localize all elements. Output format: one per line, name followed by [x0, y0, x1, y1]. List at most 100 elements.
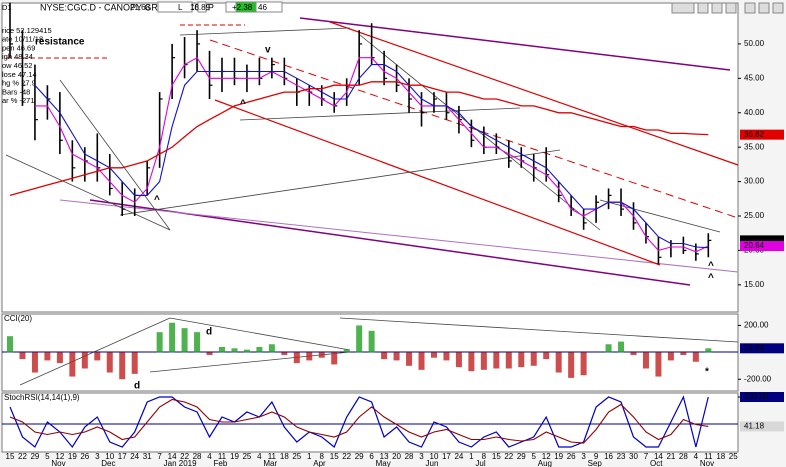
- x-tick-label: 29: [355, 452, 364, 461]
- x-tick-label: 3: [581, 452, 586, 461]
- cci-bar: [181, 328, 188, 353]
- header-text: 18.89: [190, 3, 211, 12]
- y-tick-label: 30.00: [744, 177, 765, 186]
- cci-bar: [418, 352, 425, 370]
- x-tick-label: 6: [369, 452, 374, 461]
- cci-bar: [580, 352, 587, 376]
- info-text: pen 46.69: [2, 43, 35, 52]
- value-label: 36.82: [744, 130, 765, 139]
- x-tick-label: 25: [242, 452, 251, 461]
- month-label: Aug: [538, 459, 552, 467]
- month-label: Dec: [101, 459, 115, 467]
- x-tick-label: 1: [469, 452, 474, 461]
- month-label: Oct: [650, 459, 663, 467]
- header-text: +2.38: [232, 3, 253, 12]
- y-tick-label: 50.00: [744, 39, 765, 48]
- x-tick-label: 15: [330, 452, 339, 461]
- cci-bar: [692, 352, 699, 362]
- cci-bar: [605, 344, 612, 353]
- cci-bar: [655, 352, 662, 377]
- series-line: [9, 81, 709, 197]
- x-tick-label: 21: [666, 452, 675, 461]
- cci-bar: [131, 352, 138, 374]
- x-tick-label: 11: [704, 452, 713, 461]
- month-label: Mar: [263, 459, 277, 467]
- button[interactable]: [711, 2, 723, 14]
- button[interactable]: [758, 2, 770, 14]
- cci-bar: [393, 352, 400, 361]
- cci-bar: [530, 352, 537, 366]
- info-text: igh 48.34: [2, 52, 33, 61]
- y-tick-label: -200.00: [744, 374, 772, 383]
- button[interactable]: [744, 2, 756, 14]
- cci-bar: [618, 341, 625, 353]
- x-tick-label: 28: [679, 452, 688, 461]
- x-tick-label: 22: [342, 452, 351, 461]
- value-box: [740, 235, 784, 246]
- x-tick-label: 28: [405, 452, 414, 461]
- x-tick-label: 12: [542, 452, 551, 461]
- x-tick-label: 12: [55, 452, 64, 461]
- value-box: [740, 392, 784, 402]
- cci-bar: [505, 352, 512, 369]
- y-tick-label: 200.00: [744, 321, 769, 330]
- month-label: Jan 2019: [164, 459, 197, 467]
- trendline: [169, 317, 351, 351]
- header-field: [197, 1, 207, 13]
- x-tick-label: 17: [442, 452, 451, 461]
- button[interactable]: [725, 2, 737, 14]
- x-tick-label: 3: [95, 452, 100, 461]
- x-tick-label: 7: [644, 452, 649, 461]
- x-tick-label: 10: [430, 452, 439, 461]
- panel-title: CCI(20): [4, 314, 32, 323]
- value-box: [740, 241, 784, 252]
- cci-bar: [31, 352, 38, 373]
- cci-bar: [443, 352, 450, 361]
- cci-bar: [667, 352, 674, 361]
- trendline: [359, 34, 601, 231]
- cci-bar: [331, 352, 338, 365]
- x-tick-label: 5: [532, 452, 537, 461]
- cci-bar: [281, 352, 288, 356]
- x-tick-label: 11: [268, 452, 277, 461]
- annotation: ^: [708, 273, 714, 284]
- y-tick-label: 40.00: [744, 108, 765, 117]
- x-tick-label: 14: [168, 452, 177, 461]
- cci-bar: [169, 322, 176, 353]
- cci-bar: [381, 352, 388, 360]
- cci-bar: [7, 336, 13, 353]
- value-label: 41.18: [744, 422, 765, 431]
- stoch-panel: [1, 392, 739, 453]
- cci-bar: [119, 352, 126, 380]
- button[interactable]: [772, 2, 784, 14]
- trendlines: [2, 17, 739, 425]
- x-tick-label: 22: [504, 452, 513, 461]
- info-text: D1: [2, 3, 12, 12]
- month-label: Feb: [214, 459, 228, 467]
- value-label: 20.64: [744, 241, 765, 250]
- cci-bar: [231, 348, 238, 353]
- info-text: ar % -271: [2, 96, 35, 105]
- x-tick-label: 24: [454, 452, 463, 461]
- button[interactable]: [697, 2, 709, 14]
- cci-bar: [680, 352, 687, 356]
- x-tick-label: 18: [716, 452, 725, 461]
- series-line: [9, 395, 709, 449]
- cci-bar: [194, 332, 201, 353]
- x-tick-label: 26: [567, 452, 576, 461]
- button[interactable]: [671, 2, 695, 14]
- x-tick-label: 9: [594, 452, 599, 461]
- month-label: May: [376, 459, 391, 467]
- trendline: [5, 154, 171, 231]
- annotation: resistance: [35, 37, 85, 48]
- info-text: ow 46.52: [2, 61, 32, 70]
- info-text: ate 10/11/18: [2, 35, 43, 44]
- cci-bar: [368, 330, 375, 353]
- cci-bar: [69, 352, 76, 377]
- x-tick-label: 10: [105, 452, 114, 461]
- annotation: ^: [240, 99, 246, 110]
- value-box: [740, 129, 784, 140]
- trendline: [59, 79, 171, 231]
- x-tick-label: 5: [45, 452, 50, 461]
- annotation: v: [265, 45, 271, 56]
